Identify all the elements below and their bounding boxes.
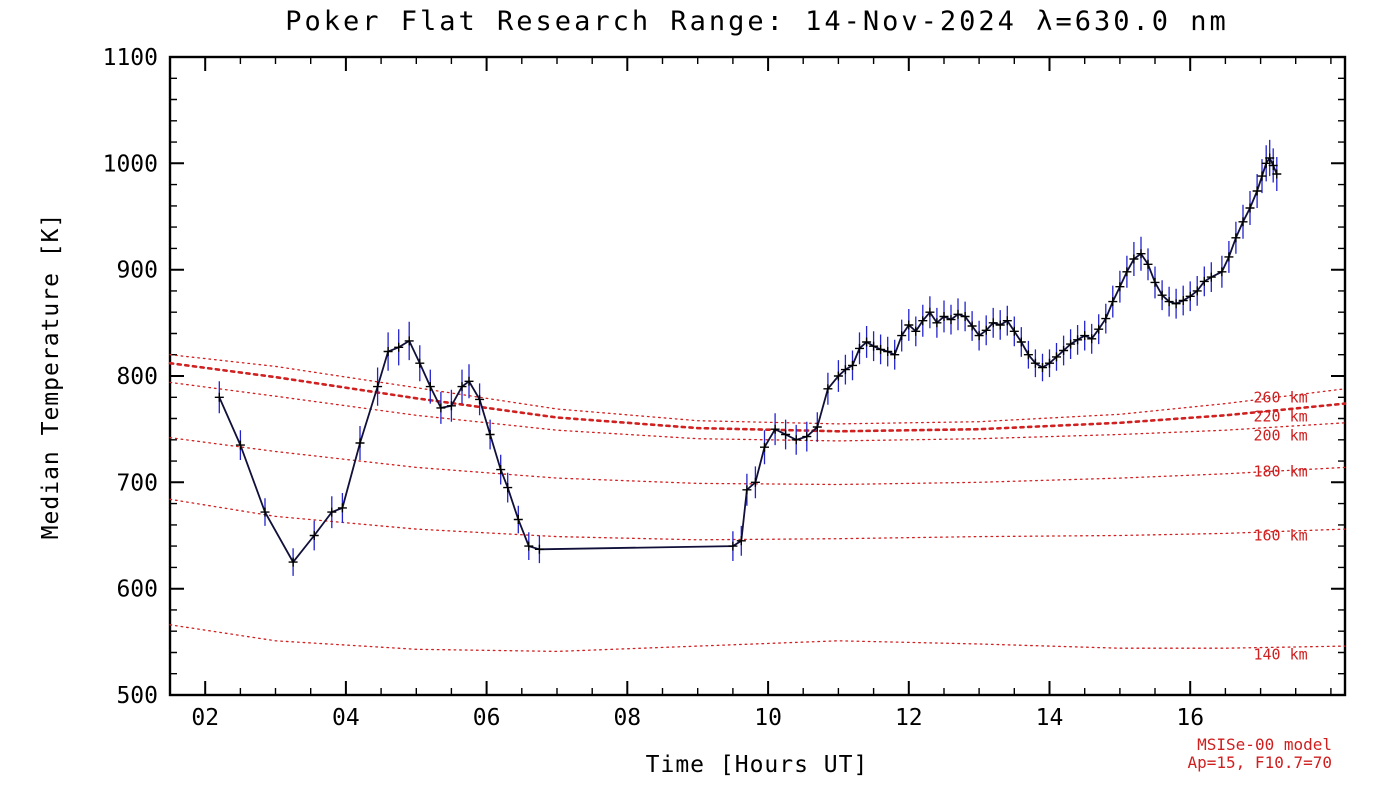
x-tick-label: 16 [1176,705,1204,731]
model-annotation-name: MSISe-00 model [1197,735,1332,754]
model-curve-160-km [169,498,1346,541]
minor-ticks [170,57,1345,695]
x-tick-label: 12 [895,705,923,731]
model-curve-label: 200 km [1254,427,1308,445]
model-curve-180-km [169,437,1346,486]
data-markers [214,153,1282,567]
x-axis-label: Time [Hours UT] [646,752,869,778]
y-tick-label: 1000 [103,151,158,177]
x-tick-label: 04 [332,705,360,731]
model-curve-label: 180 km [1254,463,1308,481]
x-tick-label: 14 [1036,705,1064,731]
y-tick-label: 500 [116,683,158,709]
y-tick-label: 1100 [103,45,158,71]
model-curve-140-km [169,624,1346,653]
y-tick-label: 600 [116,577,158,603]
model-curve-label: 160 km [1254,527,1308,545]
y-tick-label: 800 [116,364,158,390]
model-curve-260-km [169,354,1346,425]
model-curve-220-km [168,361,1347,433]
model-curve-200-km [169,381,1346,442]
model-curve-label: 140 km [1254,646,1308,664]
error-bars [218,139,1278,576]
x-tick-label: 02 [191,705,219,731]
data-line [218,156,1278,564]
x-tick-label: 10 [754,705,782,731]
axes-frame [168,55,1347,697]
major-ticks [170,56,1345,696]
model-annotation-params: Ap=15, F10.7=70 [1188,753,1333,772]
chart-title: Poker Flat Research Range: 14-Nov-2024 λ… [285,6,1229,37]
model-curve-label: 220 km [1254,407,1308,425]
model-curve-label: 260 km [1254,388,1308,406]
y-tick-label: 700 [116,470,158,496]
x-tick-label: 08 [613,705,641,731]
x-tick-label: 06 [473,705,501,731]
plot-area: 02 04 06 08 10 12 14 16 500 600 700 800 900 1000 1100 2… [103,45,1347,731]
y-axis-label: Median Temperature [K] [38,213,64,540]
y-tick-label: 900 [116,258,158,284]
